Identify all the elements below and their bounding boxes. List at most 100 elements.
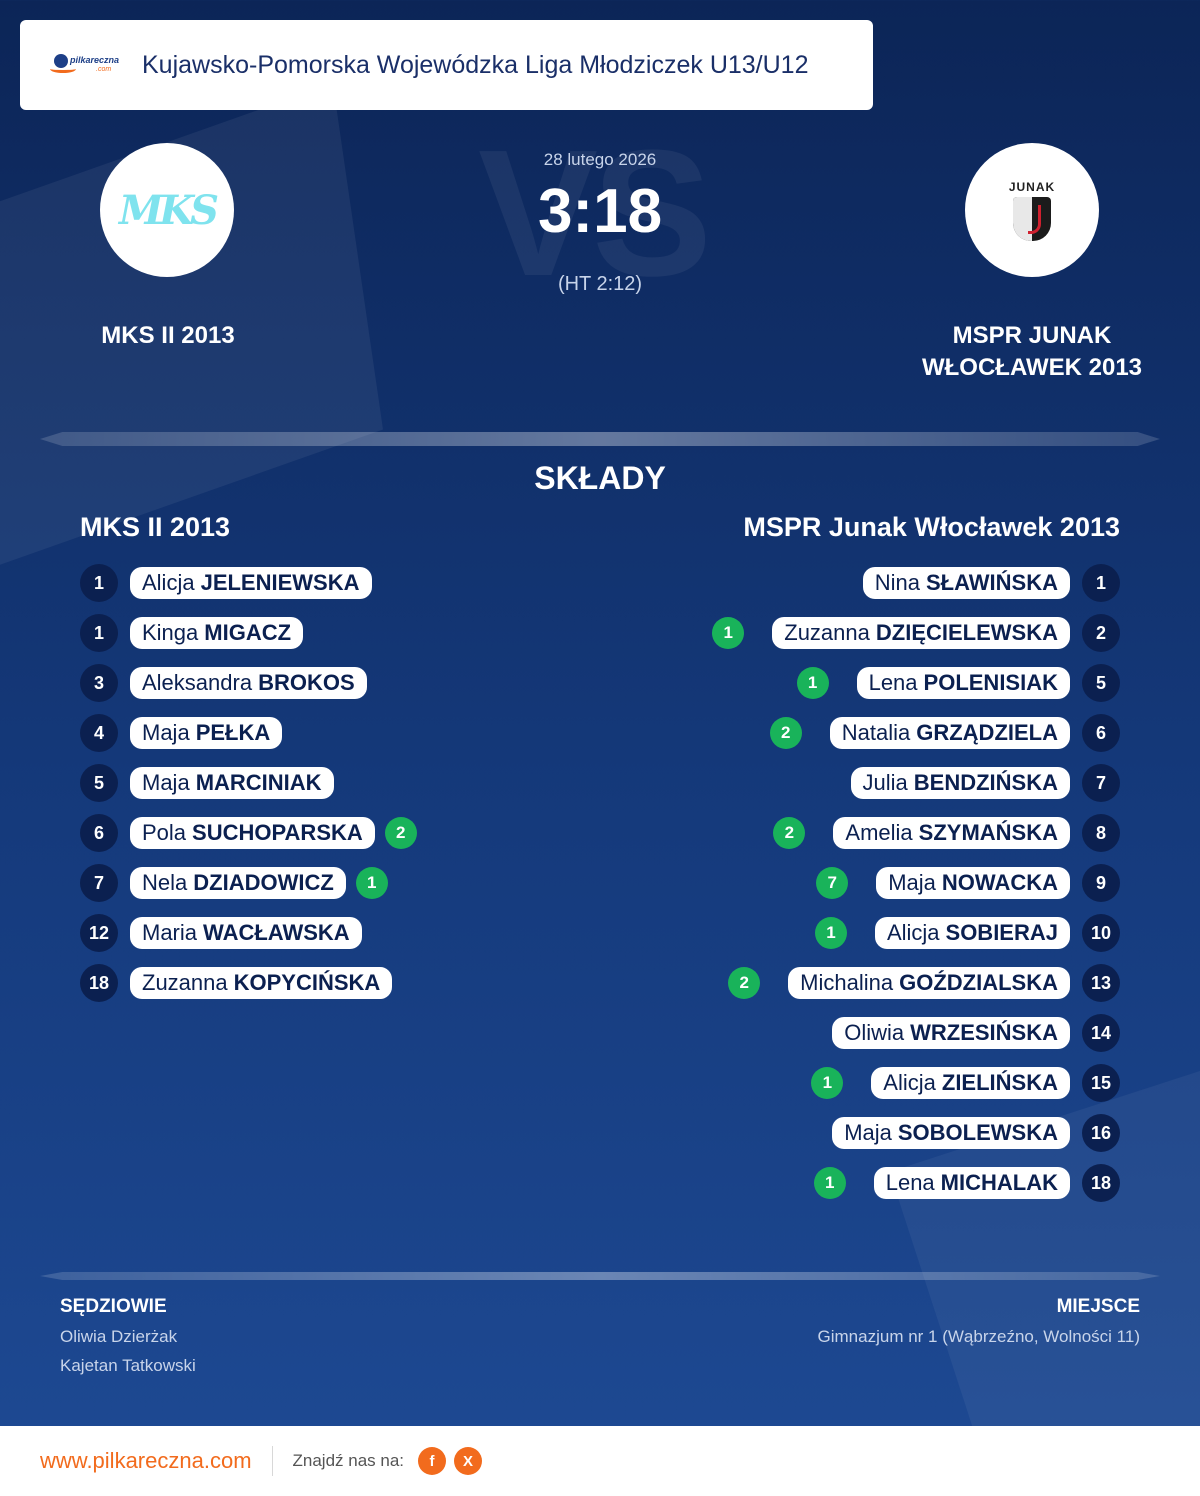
shirt-number: 5 [80, 764, 118, 802]
player-row: 1 Alicja ZIELIŃSKA 15 [811, 1058, 1120, 1108]
player-name[interactable]: Maja SOBOLEWSKA [832, 1117, 1070, 1149]
player-name[interactable]: Natalia GRZĄDZIELA [829, 717, 1070, 749]
shirt-number: 18 [80, 964, 118, 1002]
player-name[interactable]: Alicja JELENIEWSKA [130, 567, 372, 599]
shirt-number: 9 [1082, 864, 1120, 902]
player-row: Oliwia WRZESIŃSKA 14 [832, 1008, 1120, 1058]
away-lineup: Nina SŁAWIŃSKA 1 1 Zuzanna DZIĘCIELEWSKA 2 1 Len… [712, 558, 1120, 1208]
player-row: 12 Maria WACŁAWSKA [80, 908, 417, 958]
shirt-number: 7 [1082, 764, 1120, 802]
shirt-number: 1 [80, 564, 118, 602]
goals-badge: 1 [796, 667, 829, 699]
shirt-number: 10 [1082, 914, 1120, 952]
divider [40, 1272, 1160, 1280]
player-name[interactable]: Lena MICHALAK [873, 1167, 1070, 1199]
player-name[interactable]: Nela DZIADOWICZ [130, 867, 346, 899]
player-name[interactable]: Maja NOWACKA [876, 867, 1070, 899]
player-name[interactable]: Pola SUCHOPARSKA [130, 817, 375, 849]
shirt-number: 5 [1082, 664, 1120, 702]
vs-watermark: VS [478, 113, 712, 314]
player-name[interactable]: Maria WACŁAWSKA [130, 917, 362, 949]
goals-badge: 1 [814, 917, 847, 949]
player-name[interactable]: Alicja ZIELIŃSKA [871, 1067, 1070, 1099]
player-row: 1 Kinga MIGACZ [80, 608, 417, 658]
shirt-number: 13 [1082, 964, 1120, 1002]
player-name[interactable]: Kinga MIGACZ [130, 617, 304, 649]
player-name[interactable]: Oliwia WRZESIŃSKA [832, 1017, 1070, 1049]
player-row: 2 Natalia GRZĄDZIELA 6 [769, 708, 1120, 758]
facebook-icon[interactable]: f [418, 1447, 447, 1475]
referee-name: Kajetan Tatkowski [60, 1356, 196, 1375]
shirt-number: 18 [1082, 1164, 1120, 1202]
player-row: 4 Maja PEŁKA [80, 708, 417, 758]
footer: www.pilkareczna.com Znajdź nas na: f X [0, 1426, 1200, 1496]
player-row: 2 Michalina GOŹDZIALSKA 13 [728, 958, 1120, 1008]
x-icon[interactable]: X [454, 1447, 483, 1475]
shirt-number: 2 [1082, 614, 1120, 652]
player-row: Nina SŁAWIŃSKA 1 [862, 558, 1120, 608]
league-title: Kujawsko-Pomorska Wojewódzka Liga Młodzi… [142, 50, 809, 79]
player-name[interactable]: Michalina GOŹDZIALSKA [788, 967, 1070, 999]
home-lineup: 1 Alicja JELENIEWSKA 1 Kinga MIGACZ 3 Aleksandr… [80, 558, 417, 1008]
player-name[interactable]: Maja PEŁKA [130, 717, 283, 749]
shirt-number: 8 [1082, 814, 1120, 852]
player-row: 1 Lena POLENISIAK 5 [796, 658, 1120, 708]
player-name[interactable]: Lena POLENISIAK [856, 667, 1070, 699]
player-row: 5 Maja MARCINIAK [80, 758, 417, 808]
player-name[interactable]: Alicja SOBIERAJ [874, 917, 1070, 949]
goals-badge: 7 [816, 867, 849, 899]
away-lineup-title: MSPR Junak Włocławek 2013 [743, 512, 1120, 542]
player-name[interactable]: Zuzanna KOPYCIŃSKA [130, 967, 393, 999]
player-row: 1 Lena MICHALAK 18 [813, 1158, 1120, 1208]
player-row: 18 Zuzanna KOPYCIŃSKA [80, 958, 417, 1008]
home-lineup-title: MKS II 2013 [80, 512, 231, 542]
venue-title: MIEJSCE [1056, 1296, 1140, 1317]
player-name[interactable]: Zuzanna DZIĘCIELEWSKA [772, 617, 1070, 649]
player-row: Maja SOBOLEWSKA 16 [832, 1108, 1120, 1158]
player-row: 3 Aleksandra BROKOS [80, 658, 417, 708]
goals-badge: 1 [712, 617, 745, 649]
header-card: pilkareczna .com Kujawsko-Pomorska Wojew… [20, 20, 873, 110]
pilkareczna-logo[interactable]: pilkareczna .com [48, 45, 120, 85]
website-link[interactable]: www.pilkareczna.com [40, 1448, 252, 1473]
player-row: 1 Alicja JELENIEWSKA [80, 558, 417, 608]
player-name[interactable]: Amelia SZYMAŃSKA [833, 817, 1070, 849]
find-us-label: Znajdź nas na: [292, 1451, 405, 1470]
match-score: 3:18 [537, 177, 663, 246]
player-name[interactable]: Julia BENDZIŃSKA [850, 767, 1070, 799]
venue-name: Gimnazjum nr 1 (Wąbrzeźno, Wolności 11) [817, 1327, 1140, 1346]
shirt-number: 3 [80, 664, 118, 702]
player-row: 7 Nela DZIADOWICZ 1 [80, 858, 417, 908]
junak-shield-icon [1013, 196, 1051, 241]
away-team-logo[interactable]: JUNAK [965, 143, 1099, 277]
referees-title: SĘDZIOWIE [60, 1296, 167, 1317]
shirt-number: 12 [80, 914, 118, 952]
home-team-name[interactable]: MKS II 2013 [101, 322, 235, 349]
goals-badge: 1 [813, 1167, 846, 1199]
home-team-logo[interactable]: MKS [100, 143, 234, 277]
goals-badge: 2 [728, 967, 761, 999]
lineups-title: SKŁADY [534, 460, 666, 496]
goals-badge: 2 [773, 817, 806, 849]
footer-separator [271, 1446, 273, 1476]
divider [40, 432, 1160, 446]
player-row: Julia BENDZIŃSKA 7 [850, 758, 1120, 808]
shirt-number: 1 [80, 614, 118, 652]
goals-badge: 1 [355, 867, 388, 899]
player-name[interactable]: Aleksandra BROKOS [130, 667, 367, 699]
shirt-number: 4 [80, 714, 118, 752]
shirt-number: 14 [1082, 1014, 1120, 1052]
match-date: 28 lutego 2026 [543, 150, 657, 169]
player-name[interactable]: Nina SŁAWIŃSKA [862, 567, 1070, 599]
shirt-number: 1 [1082, 564, 1120, 602]
goals-badge: 2 [769, 717, 802, 749]
goals-badge: 2 [384, 817, 417, 849]
player-row: 1 Zuzanna DZIĘCIELEWSKA 2 [712, 608, 1120, 658]
player-row: 6 Pola SUCHOPARSKA 2 [80, 808, 417, 858]
away-team-name[interactable]: MSPR JUNAK WŁOCŁAWEK 2013 [921, 322, 1143, 381]
shirt-number: 6 [80, 814, 118, 852]
shirt-number: 7 [80, 864, 118, 902]
player-row: 1 Alicja SOBIERAJ 10 [814, 908, 1120, 958]
player-name[interactable]: Maja MARCINIAK [130, 767, 334, 799]
player-row: 2 Amelia SZYMAŃSKA 8 [773, 808, 1120, 858]
